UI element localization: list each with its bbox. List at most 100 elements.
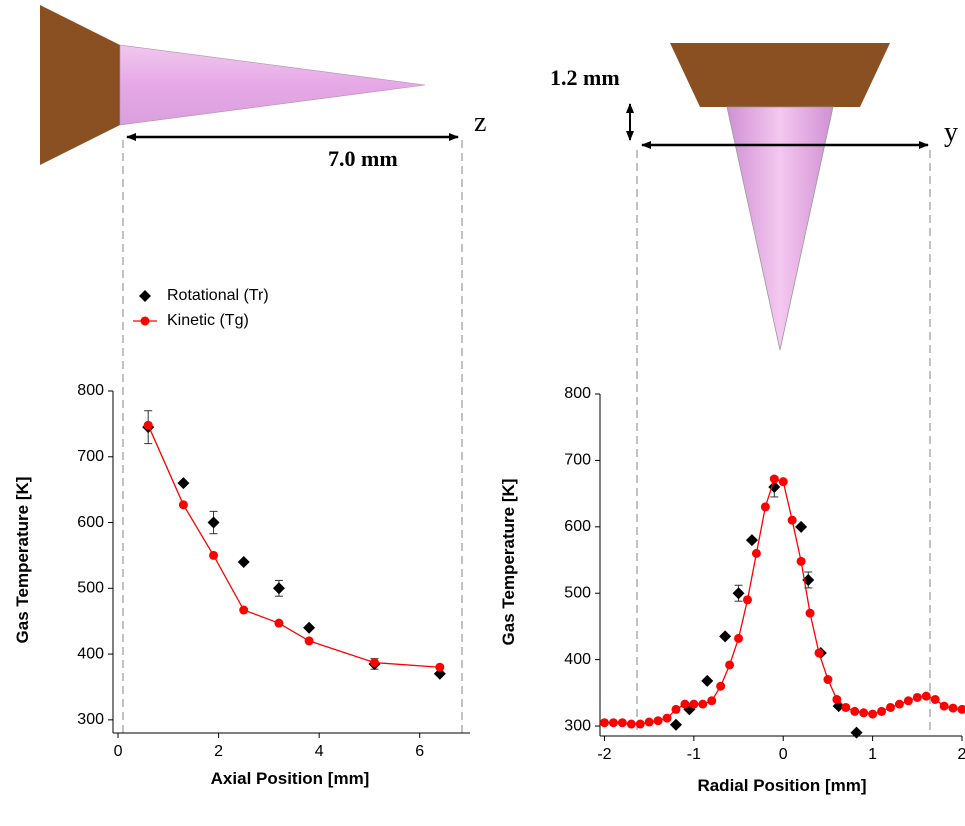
x-tick-label: 2: [214, 743, 223, 760]
x-axis-title: Axial Position [mm]: [211, 769, 370, 788]
data-point: [921, 691, 931, 701]
nozzle: [40, 5, 120, 165]
x-tick-label: 0: [114, 743, 123, 760]
annotation: 1.2 mm: [550, 65, 620, 90]
data-point: [796, 556, 806, 566]
data-point: [680, 699, 690, 709]
data-point: [698, 699, 708, 709]
plasma-cone: [119, 44, 426, 126]
x-tick-label: 4: [315, 743, 324, 760]
annotation: y: [944, 117, 958, 148]
data-point: [177, 477, 190, 490]
data-point: [885, 702, 895, 712]
data-point: [823, 675, 833, 685]
y-tick-label: 600: [77, 514, 104, 531]
data-point: [841, 702, 851, 712]
data-point: [239, 605, 249, 615]
data-point: [745, 534, 758, 547]
data-point: [948, 703, 958, 713]
data-point: [209, 550, 219, 560]
data-point: [859, 708, 869, 718]
y-tick-label: 800: [564, 385, 591, 402]
series-line: [147, 424, 440, 668]
data-point: [832, 694, 842, 704]
data-point: [671, 704, 681, 714]
annotation: 7.0 mm: [328, 146, 398, 171]
x-axis-title: Radial Position [mm]: [697, 776, 866, 795]
x-tick-label: 0: [779, 746, 788, 763]
data-point: [868, 709, 878, 719]
data-point: [303, 621, 316, 634]
data-point: [207, 516, 220, 529]
data-point: [850, 726, 863, 739]
y-tick-label: 800: [77, 382, 104, 399]
data-point: [894, 699, 904, 709]
x-tick-label: -1: [687, 746, 701, 763]
data-point: [653, 716, 663, 726]
data-point: [304, 636, 314, 646]
data-point: [272, 582, 285, 595]
x-tick-label: 2: [958, 746, 965, 763]
y-tick-label: 400: [77, 645, 104, 662]
y-tick-label: 700: [77, 448, 104, 465]
data-point: [760, 502, 770, 512]
data-point: [369, 658, 379, 668]
data-point: [734, 633, 744, 643]
data-point: [769, 474, 779, 484]
data-point: [626, 719, 636, 729]
y-tick-label: 300: [77, 711, 104, 728]
x-tick-label: 6: [415, 743, 424, 760]
data-point: [237, 556, 250, 568]
data-point: [635, 719, 645, 729]
legend-label: Rotational (Tr): [167, 287, 269, 304]
data-point: [912, 692, 922, 702]
x-tick-label: 1: [868, 746, 877, 763]
data-point: [701, 674, 714, 687]
data-point: [689, 699, 699, 709]
y-tick-label: 700: [564, 452, 591, 469]
data-point: [742, 595, 752, 605]
data-point: [662, 713, 672, 723]
y-tick-label: 500: [564, 584, 591, 601]
data-point: [778, 477, 788, 487]
y-axis-title: Gas Temperature [K]: [13, 477, 32, 644]
data-point: [751, 548, 761, 558]
series-line: [604, 478, 963, 725]
data-point: [939, 701, 949, 711]
data-point: [669, 718, 682, 731]
data-point: [433, 667, 446, 680]
data-point: [957, 704, 965, 714]
annotation: z: [474, 107, 486, 138]
plasma-cone: [726, 106, 834, 351]
data-point: [805, 608, 815, 618]
nozzle: [670, 43, 890, 107]
data-point: [719, 630, 732, 643]
legend-marker: [140, 316, 150, 326]
data-point: [274, 618, 284, 628]
data-point: [644, 717, 654, 727]
data-point: [617, 718, 627, 728]
data-point: [435, 662, 445, 672]
data-point: [903, 696, 913, 706]
data-point: [599, 718, 609, 728]
data-point: [143, 420, 153, 430]
data-point: [178, 500, 188, 510]
data-point: [732, 587, 745, 600]
data-point: [608, 718, 618, 728]
data-point: [850, 706, 860, 716]
data-point: [725, 660, 735, 670]
legend-label: Kinetic (Tg): [167, 312, 249, 329]
legend-marker: [139, 290, 151, 302]
y-tick-label: 300: [564, 717, 591, 734]
x-tick-label: -2: [597, 746, 611, 763]
y-tick-label: 600: [564, 518, 591, 535]
y-axis-title: Gas Temperature [K]: [499, 479, 518, 646]
data-point: [814, 648, 824, 658]
data-point: [707, 696, 717, 706]
y-tick-label: 400: [564, 651, 591, 668]
data-point: [795, 520, 808, 533]
data-point: [877, 706, 887, 716]
data-point: [930, 694, 940, 704]
